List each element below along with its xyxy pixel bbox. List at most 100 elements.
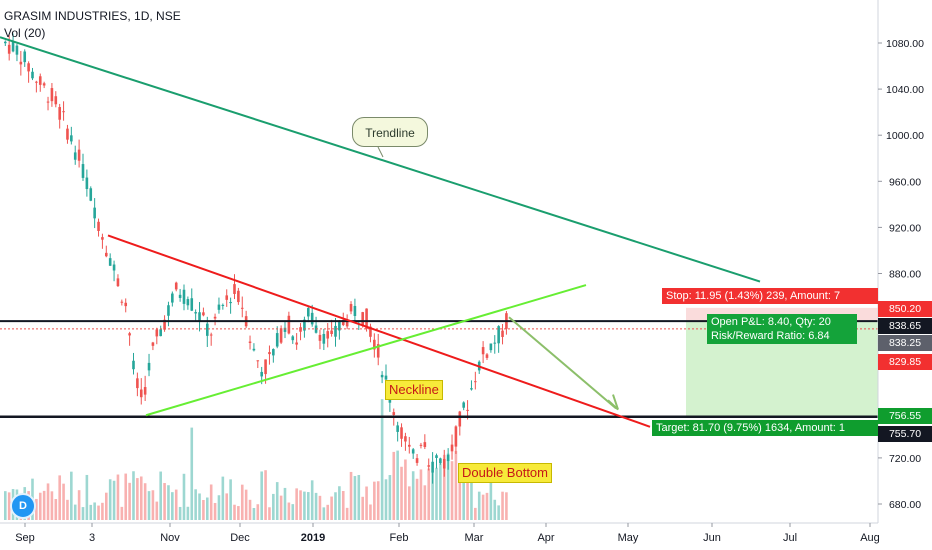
volume-bar [287, 502, 291, 520]
open-pnl-text: Open P&L: 8.40, Qty: 20 [711, 316, 831, 328]
volume-bar [481, 494, 485, 520]
volume-bar [147, 491, 151, 520]
volume-bar [105, 492, 108, 520]
candle-body [209, 334, 213, 336]
volume-bar [213, 502, 217, 520]
volume-bar [462, 477, 465, 520]
candle-body [15, 45, 19, 55]
volume-bar [497, 505, 500, 520]
volume-bar [439, 463, 442, 520]
candle-body [264, 359, 267, 375]
volume-bar [458, 477, 462, 520]
candle-body [237, 290, 240, 303]
volume-bar [139, 476, 143, 520]
volume-bar [97, 505, 100, 520]
volume-bar [268, 507, 271, 520]
price-label-last: 838.65 [878, 318, 932, 334]
candle-body [42, 83, 46, 86]
volume-bar [186, 506, 190, 520]
candle-body [256, 360, 260, 362]
volume-bar [442, 454, 446, 520]
candle-body [163, 319, 166, 330]
volume-bar [446, 453, 450, 520]
price-label-low: 829.85 [878, 354, 932, 370]
volume-bar [206, 497, 209, 520]
candle-body [474, 381, 477, 383]
tradingview-logo-icon[interactable]: D [10, 493, 36, 519]
target-label[interactable]: Target: 81.70 (9.75%) 1634, Amount: 1 [652, 420, 878, 436]
volume-bar [155, 501, 159, 520]
candle-body [108, 258, 112, 266]
candle-body [361, 312, 364, 326]
volume-bar [345, 507, 349, 520]
volume-bar [349, 471, 353, 520]
volume-bar [505, 492, 508, 520]
volume-bar [42, 490, 46, 520]
candle-body [11, 41, 15, 52]
candle-body [446, 454, 450, 462]
volume-bar [341, 490, 345, 520]
volume-bar [174, 489, 178, 520]
candle-body [240, 307, 244, 309]
candle-body [233, 284, 236, 294]
volume-bar [217, 495, 221, 520]
candle-body [396, 425, 399, 432]
volume-bar [7, 492, 11, 520]
volume-bar [330, 496, 333, 520]
volume-bar [132, 471, 135, 520]
volume-bar [151, 490, 155, 520]
candle-body [174, 282, 178, 290]
volume-bar [89, 504, 93, 520]
candle-body [462, 402, 465, 408]
candle-body [307, 308, 310, 317]
candle-body [275, 333, 279, 347]
volume-bar [392, 451, 396, 520]
volume-bar [419, 469, 423, 520]
volume-bar [38, 492, 42, 520]
y-tick-label: 1040.00 [886, 84, 924, 96]
neckline-label[interactable]: Neckline [385, 380, 443, 400]
stop-label[interactable]: Stop: 11.95 (1.43%) 239, Amount: 7 [662, 288, 878, 304]
x-tick-label: Jun [703, 532, 721, 544]
candle-body [318, 334, 322, 341]
x-tick-label: Sep [15, 532, 35, 544]
volume-bar [303, 491, 306, 520]
volume-bar [240, 484, 244, 520]
y-tick-label: 1000.00 [886, 130, 924, 142]
volume-bar [493, 499, 497, 520]
price-label-current: 838.25 [878, 335, 932, 351]
volume-bar [209, 484, 213, 520]
candle-body [124, 302, 128, 307]
volume-bar [376, 481, 380, 520]
candle-body [338, 322, 341, 331]
double-bottom-label[interactable]: Double Bottom [458, 463, 552, 483]
volume-bar [373, 481, 376, 520]
open-pnl-label[interactable]: Open P&L: 8.40, Qty: 20 Risk/Reward Rati… [707, 314, 857, 344]
trendline-callout[interactable]: Trendline [352, 117, 428, 147]
candle-body [19, 61, 23, 65]
candle-body [38, 76, 42, 85]
candle-body [89, 188, 93, 201]
volume-bar [225, 493, 229, 520]
candle-body [326, 331, 330, 339]
volume-bar [489, 472, 493, 520]
candle-body [85, 177, 89, 190]
candle-body [27, 63, 30, 72]
volume-bar [415, 478, 419, 520]
candle-body [35, 81, 38, 83]
x-tick-label: Mar [465, 532, 484, 544]
volume-bar [295, 488, 298, 520]
volume-bar [167, 485, 170, 520]
y-tick-label: 1080.00 [886, 38, 924, 50]
candle-body [353, 305, 357, 316]
volume-bar [194, 489, 197, 520]
volume-bar [77, 490, 81, 520]
candle-body [423, 442, 427, 448]
candle-body [198, 312, 201, 321]
volume-bar [108, 479, 112, 520]
y-tick-label: 680.00 [889, 499, 921, 511]
volume-bar [334, 492, 337, 520]
candle-body [159, 329, 162, 337]
